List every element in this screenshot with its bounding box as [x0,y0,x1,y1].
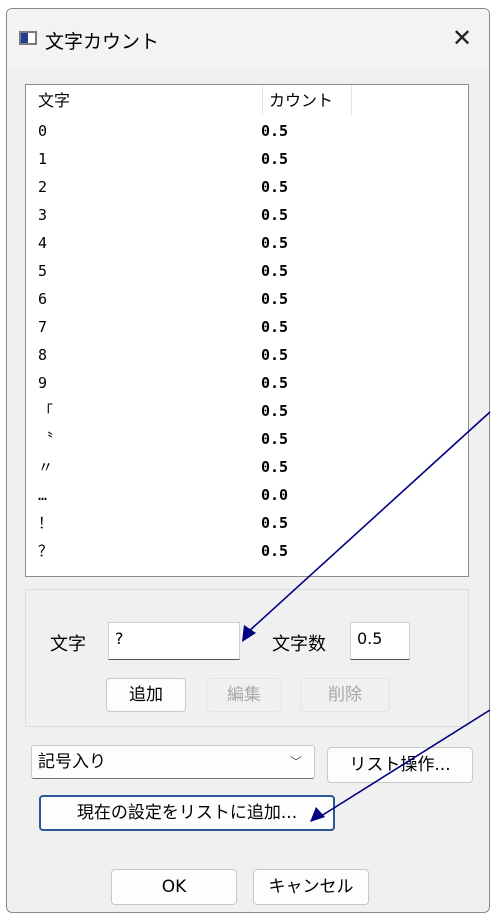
list-item-char: 「 [38,402,54,420]
list-item-char: 5 [38,262,48,280]
list-item[interactable]: ？ 0.5 [26,537,468,565]
char-count-label: 文字数 [272,634,326,655]
edit-button[interactable]: 編集 [206,678,282,712]
list-item-count: 0.5 [261,150,289,168]
list-item[interactable]: 9 0.5 [26,369,468,397]
list-item-count: 0.5 [261,402,289,420]
cancel-button[interactable]: キャンセル [253,869,369,905]
list-item[interactable]: 6 0.5 [26,285,468,313]
edit-group: 文字 ? 文字数 0.5 追加 編集 削除 [25,589,469,727]
char-count-input[interactable]: 0.5 [350,622,410,660]
list-item[interactable]: ！ 0.5 [26,509,468,537]
list-item-count: 0.0 [261,486,289,504]
column-header-count[interactable]: カウント [262,85,352,115]
list-item-char: ！ [38,514,54,532]
list-header: 文字 カウント [26,85,468,115]
list-item-count: 0.5 [261,206,289,224]
preset-dropdown[interactable]: 記号入り ﹀ [31,745,315,779]
title-bar: 文字カウント ✕ [7,9,489,69]
list-item-count: 0.5 [261,542,289,560]
delete-button[interactable]: 削除 [300,678,390,712]
add-button[interactable]: 追加 [106,678,186,712]
list-item-count: 0.5 [261,290,289,308]
list-item-char: 8 [38,346,48,364]
preset-selected-value: 記号入り [38,752,106,772]
list-item-char: 9 [38,374,48,392]
list-item[interactable]: 「 0.5 [26,397,468,425]
close-icon[interactable]: ✕ [451,24,473,52]
list-item-char: … [38,486,48,504]
list-item-count: 0.5 [261,178,289,196]
list-item[interactable]: 3 0.5 [26,201,468,229]
list-item-char: 7 [38,318,48,336]
list-item-char: 2 [38,178,48,196]
list-item-char: 6 [38,290,48,308]
list-item[interactable]: … 0.0 [26,481,468,509]
char-count-list[interactable]: 文字 カウント 0 0.5 1 0.5 2 0.5 3 0.5 4 0.5 5 0.5 6 0.5 7 0.5… [25,84,469,577]
list-item-char: 3 [38,206,48,224]
list-item-count: 0.5 [261,262,289,280]
list-item[interactable]: 8 0.5 [26,341,468,369]
list-rows: 0 0.5 1 0.5 2 0.5 3 0.5 4 0.5 5 0.5 6 0.5 7 0.5 8 0.5 9 0.5… [26,117,468,565]
list-item-char: 1 [38,150,48,168]
add-current-settings-button[interactable]: 現在の設定をリストに追加... [39,795,335,831]
list-item[interactable]: 2 0.5 [26,173,468,201]
ok-button[interactable]: OK [111,869,237,905]
list-item[interactable]: 7 0.5 [26,313,468,341]
list-item-count: 0.5 [261,374,289,392]
list-item-count: 0.5 [261,122,289,140]
list-operations-button[interactable]: リスト操作... [327,747,473,783]
list-item[interactable]: 4 0.5 [26,229,468,257]
char-label: 文字 [50,634,86,655]
chevron-down-icon: ﹀ [289,755,302,769]
list-item-char: 0 [38,122,48,140]
list-item-char: 〃 [38,458,54,476]
list-item-count: 0.5 [261,430,289,448]
list-item-count: 0.5 [261,514,289,532]
list-item[interactable]: 1 0.5 [26,145,468,173]
list-item[interactable]: 5 0.5 [26,257,468,285]
window-icon [19,31,37,45]
list-item-count: 0.5 [261,318,289,336]
list-item[interactable]: 0 0.5 [26,117,468,145]
list-item[interactable]: 〝 0.5 [26,425,468,453]
list-item-count: 0.5 [261,458,289,476]
list-item-count: 0.5 [261,346,289,364]
list-item-char: ？ [38,542,54,560]
column-header-char[interactable]: 文字 [38,91,71,110]
list-item-count: 0.5 [261,234,289,252]
window-title: 文字カウント [45,31,160,53]
list-item-char: 4 [38,234,48,252]
char-input[interactable]: ? [108,622,240,660]
character-count-dialog: 文字カウント ✕ 文字 カウント 0 0.5 1 0.5 2 0.5 3 0.5 4 0.5 5 0.… [6,8,490,913]
list-item-char: 〝 [38,430,54,448]
list-item[interactable]: 〃 0.5 [26,453,468,481]
